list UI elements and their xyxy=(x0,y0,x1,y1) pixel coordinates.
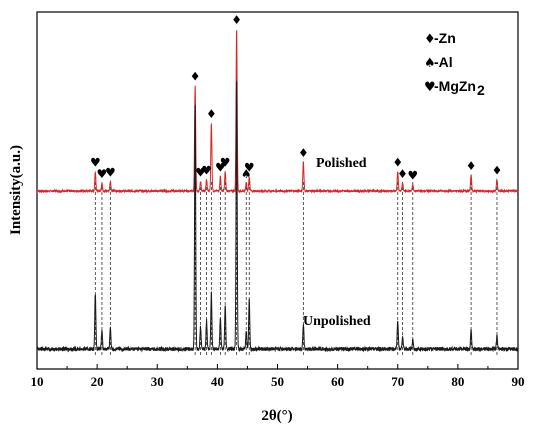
series-line-polished xyxy=(36,30,519,194)
series-layer xyxy=(36,30,519,353)
unpolished-label: Unpolished xyxy=(303,314,371,329)
x-tick-label: 20 xyxy=(91,374,104,389)
polished-label: Polished xyxy=(316,156,367,171)
legend-label: -Al xyxy=(434,54,453,70)
series-line-unpolished xyxy=(36,80,519,353)
y-axis-title: Intensity(a.u.) xyxy=(8,145,24,235)
x-axis-title: 2θ(°) xyxy=(261,408,292,424)
spade-marker: ♠ xyxy=(241,167,252,181)
legend: ♦-Zn ♠-Al ♥-MgZn 2 xyxy=(424,30,485,98)
diamond-marker: ♦ xyxy=(206,107,217,121)
heart-marker: ♥ xyxy=(90,156,101,170)
diamond-marker: ♦ xyxy=(231,13,242,27)
diamond-marker: ♦ xyxy=(492,164,503,178)
x-tick-label: 90 xyxy=(512,374,525,389)
diamond-marker: ♦ xyxy=(397,167,408,181)
x-tick-label: 30 xyxy=(151,374,164,389)
x-tick-label: 50 xyxy=(271,374,284,389)
heart-marker: ♥ xyxy=(97,167,108,181)
diamond-marker: ♦ xyxy=(190,70,201,84)
legend-label-subscript: 2 xyxy=(477,82,485,98)
x-axis-ticks: 10 20 30 40 50 60 70 80 90 xyxy=(31,364,525,389)
x-tick-label: 70 xyxy=(391,374,404,389)
x-tick-label: 10 xyxy=(31,374,44,389)
legend-label: -Zn xyxy=(434,30,456,46)
diamond-marker: ♦ xyxy=(466,159,477,173)
legend-spade-icon: ♠ xyxy=(424,56,436,71)
heart-marker: ♥ xyxy=(220,156,231,170)
diamond-marker: ♦ xyxy=(298,146,309,160)
peak-markers: ♥♥♥♦♥♥♦♥♥♦♠♥♦♦♦ ♥♦ ♦ xyxy=(90,13,502,183)
heart-marker: ♥ xyxy=(105,165,116,179)
heart-marker: ♥ xyxy=(215,160,226,174)
legend-label: -MgZn xyxy=(434,78,476,94)
heart-marker: ♥ xyxy=(195,165,206,179)
peak-guide-lines xyxy=(94,182,498,355)
heart-marker: ♥ xyxy=(407,169,418,183)
x-tick-label: 80 xyxy=(451,374,464,389)
legend-diamond-icon: ♦ xyxy=(424,32,436,47)
diamond-marker: ♦ xyxy=(392,156,403,170)
heart-marker: ♥ xyxy=(244,160,255,174)
heart-marker: ♥ xyxy=(201,164,212,178)
x-tick-label: 60 xyxy=(331,374,344,389)
x-tick-label: 40 xyxy=(211,374,224,389)
legend-heart-icon: ♥ xyxy=(424,80,436,95)
